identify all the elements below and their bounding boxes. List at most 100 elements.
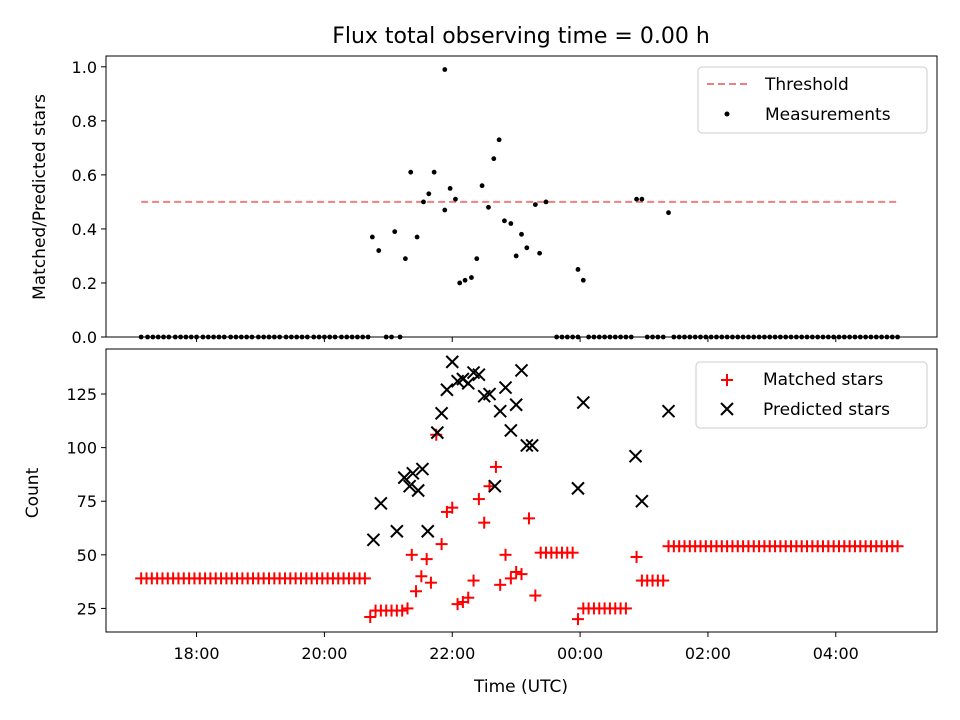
matched-stars-legend-label: Matched stars	[763, 370, 883, 390]
measurement-point	[580, 277, 586, 283]
measurement-point	[783, 334, 789, 340]
measurement-point	[735, 334, 741, 340]
measurement-point	[634, 196, 639, 202]
matched-stars-legend-marker	[721, 374, 733, 386]
measurement-point	[841, 334, 847, 340]
measurement-point	[655, 334, 661, 340]
matched-star-marker	[489, 460, 502, 473]
predicted-star-marker	[445, 355, 459, 369]
measurement-point	[612, 334, 618, 340]
matched-star-marker	[446, 501, 459, 514]
measurement-point	[271, 334, 277, 340]
top-y-tick-label: 0.6	[72, 166, 97, 185]
measurement-point	[879, 334, 884, 340]
measurement-point	[178, 334, 183, 340]
predicted-star-marker	[514, 363, 529, 378]
measurement-point	[596, 334, 602, 340]
matched-star-marker	[657, 574, 670, 587]
predicted-star-marker-b	[397, 470, 412, 485]
measurement-point	[708, 334, 714, 340]
matched-star-marker	[478, 516, 491, 529]
measurement-point	[205, 334, 211, 340]
measurement-point	[408, 169, 414, 175]
measurement-point	[831, 334, 837, 340]
measurement-point	[431, 169, 437, 175]
x-tick-label: 18:00	[174, 644, 220, 663]
measurement-point	[591, 334, 597, 340]
x-tick-label: 22:00	[429, 644, 475, 663]
predicted-star-marker	[520, 438, 534, 453]
measurement-point	[751, 334, 757, 340]
top-y-tick-label: 1.0	[72, 58, 97, 77]
predicted-star-marker-b	[430, 425, 445, 440]
measurement-point	[188, 334, 194, 340]
predicted-star-marker-b	[374, 496, 388, 511]
predicted-star-marker-b	[525, 438, 539, 453]
measurement-point	[777, 334, 783, 340]
chart-title: Flux total observing time = 0.00 h	[332, 24, 710, 49]
top-legend-frame	[697, 66, 928, 134]
matched-star-marker	[891, 540, 904, 553]
predicted-star-marker	[415, 462, 430, 476]
measurement-point	[457, 280, 463, 286]
bottom-y-tick-label: 75	[77, 492, 97, 511]
top-axes: 0.0 0.2 0.4 0.6 0.8 1.0	[72, 55, 938, 347]
measurement-point	[793, 334, 799, 340]
matched-star-marker	[515, 568, 528, 581]
measurement-point	[183, 334, 189, 340]
predicted-star-marker-b	[504, 423, 518, 438]
matched-star-marker	[566, 546, 579, 559]
predicted-star-marker-b	[461, 376, 475, 391]
matched-star-marker	[358, 572, 371, 585]
measurement-point	[767, 334, 773, 340]
matched-star-marker	[630, 550, 643, 563]
measurement-point	[724, 334, 730, 340]
predicted-star-marker	[397, 470, 412, 485]
matched-star-marker	[424, 576, 437, 589]
predicted-star-marker	[498, 380, 513, 395]
measurement-point	[496, 137, 502, 143]
predicted-star-marker	[571, 481, 585, 496]
measurement-point	[895, 334, 900, 340]
measurement-point	[294, 334, 300, 340]
x-axis-label: Time (UTC)	[473, 677, 568, 697]
matched-star-marker	[510, 565, 523, 578]
measurement-point	[491, 156, 497, 162]
measurement-point	[513, 253, 519, 259]
measurement-point	[255, 334, 261, 340]
predicted-star-marker-b	[390, 524, 404, 538]
measurement-point	[244, 334, 250, 340]
measurement-point	[138, 334, 144, 340]
measurement-point	[809, 334, 815, 340]
measurement-point	[682, 334, 687, 340]
measurement-point	[508, 221, 514, 226]
predicted-star-marker-b	[421, 524, 435, 538]
measurements-legend-marker	[724, 111, 730, 117]
measurement-point	[575, 334, 581, 340]
predicted-star-marker-b	[488, 479, 502, 493]
measurement-point	[804, 334, 810, 340]
measurement-point	[216, 334, 222, 340]
measurement-point	[155, 334, 161, 340]
matched-star-marker	[462, 591, 475, 604]
bottom-y-axis-label: Count	[23, 467, 43, 518]
measurement-point	[249, 334, 255, 340]
measurement-point	[327, 334, 333, 340]
x-tick-label: 20:00	[301, 644, 347, 663]
measurement-point	[820, 334, 826, 340]
predicted-star-marker	[504, 423, 518, 438]
measurement-point	[756, 334, 762, 340]
predicted-star-marker	[421, 524, 435, 538]
measurement-point	[884, 334, 890, 340]
measurement-point	[304, 334, 310, 340]
predicted-star-marker	[576, 395, 590, 410]
predicted-star-marker	[366, 533, 381, 547]
matched-star-marker	[420, 553, 433, 566]
measurement-point	[161, 334, 166, 340]
measurement-point	[288, 334, 294, 340]
predicted-star-marker-b	[576, 395, 590, 410]
measurement-point	[644, 334, 650, 340]
predicted-star-marker	[430, 425, 445, 440]
predicted-star-marker-b	[434, 406, 449, 421]
